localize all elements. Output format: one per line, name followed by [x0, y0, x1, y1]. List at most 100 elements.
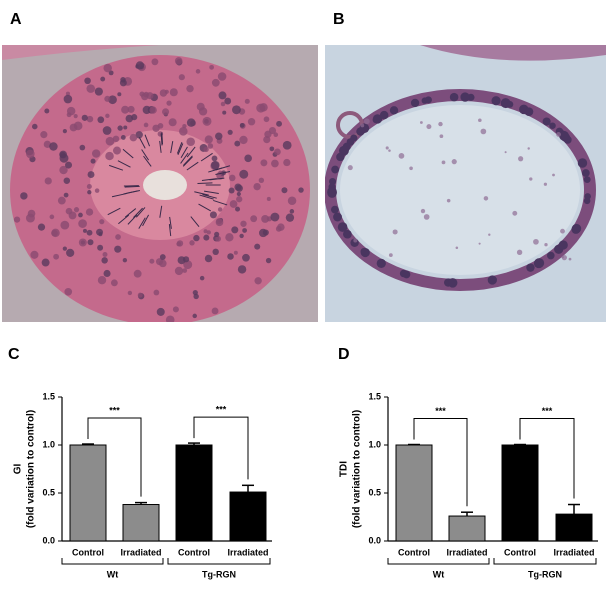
sperm-tail	[141, 149, 150, 161]
sperm-tail	[144, 134, 151, 147]
micrograph-a	[2, 45, 318, 322]
sperm-tail	[190, 216, 200, 227]
cell-nucleus	[110, 279, 118, 287]
sperm-tail	[127, 214, 138, 225]
cell-nucleus	[165, 315, 175, 322]
cell-nucleus	[424, 96, 432, 104]
cell-nucleus	[143, 122, 149, 128]
y-axis-label: (fold variation to control)	[352, 410, 363, 528]
cell-nucleus	[192, 313, 197, 319]
cell-nucleus	[174, 266, 184, 276]
cell-nucleus	[156, 307, 165, 316]
cell-nucleus	[534, 258, 545, 268]
sperm-tail	[170, 141, 174, 154]
cell-nucleus	[215, 235, 222, 242]
cell-nucleus	[331, 165, 340, 174]
sperm-tail	[159, 140, 162, 153]
sperm-tail	[143, 155, 152, 167]
y-tick-label: 0.5	[42, 487, 55, 497]
cell-nucleus	[260, 159, 268, 167]
bar	[555, 513, 593, 542]
debris	[420, 208, 426, 214]
cell-nucleus	[239, 233, 244, 239]
cell-nucleus	[44, 108, 50, 114]
cell-nucleus	[207, 143, 214, 149]
cell-nucleus	[336, 153, 344, 161]
cell-nucleus	[123, 125, 128, 130]
cell-nucleus	[526, 263, 535, 272]
cell-nucleus	[254, 243, 261, 250]
cell-nucleus	[81, 114, 88, 121]
cell-nucleus	[236, 191, 241, 197]
cell-nucleus	[546, 251, 555, 260]
cell-nucleus	[99, 219, 105, 225]
cell-nucleus	[239, 122, 245, 128]
cell-nucleus	[203, 234, 210, 241]
cell-nucleus	[250, 215, 258, 223]
cell-nucleus	[333, 212, 342, 222]
panel-label: C	[8, 346, 20, 363]
panel-label: A	[10, 11, 22, 28]
cell-nucleus	[203, 146, 209, 153]
cell-nucleus	[275, 225, 282, 232]
cell-nucleus	[94, 188, 100, 193]
cell-nucleus	[86, 183, 92, 190]
sperm-tail	[124, 208, 137, 218]
cell-nucleus	[264, 130, 272, 138]
cell-nucleus	[506, 101, 514, 108]
cell-nucleus	[152, 124, 160, 132]
group-label: Wt	[433, 569, 445, 579]
cell-nucleus	[220, 101, 226, 107]
sperm-tail	[160, 133, 163, 146]
significance-bracket	[519, 418, 575, 499]
cell-nucleus	[142, 105, 151, 115]
cell-nucleus	[66, 248, 75, 257]
cell-nucleus	[215, 132, 223, 140]
cell-nucleus	[447, 278, 458, 288]
cell-nucleus	[189, 240, 195, 246]
x-tick-label: Control	[398, 547, 430, 557]
cell-nucleus	[105, 151, 114, 161]
debris	[438, 121, 443, 127]
cell-nucleus	[209, 211, 217, 219]
sperm-tail	[122, 148, 134, 159]
debris	[529, 177, 533, 181]
debris	[451, 159, 457, 165]
cell-nucleus	[244, 154, 252, 163]
cell-nucleus	[97, 276, 107, 285]
cell-nucleus	[281, 187, 288, 194]
y-tick-label: 1.0	[368, 439, 381, 449]
sperm-tail	[182, 156, 193, 167]
cell-nucleus	[103, 269, 111, 277]
significance-bracket	[193, 416, 249, 480]
cell-nucleus	[376, 258, 386, 268]
cell-nucleus	[224, 97, 232, 105]
cell-nucleus	[285, 213, 295, 222]
cell-nucleus	[78, 212, 83, 218]
cell-nucleus	[112, 135, 120, 143]
sperm-tail	[209, 177, 225, 181]
cell-nucleus	[571, 225, 581, 234]
cell-nucleus	[115, 234, 121, 240]
cell-nucleus	[105, 113, 110, 119]
cell-nucleus	[86, 84, 96, 93]
cell-nucleus	[59, 165, 68, 175]
cell-nucleus	[218, 91, 227, 100]
cell-nucleus	[460, 92, 470, 102]
cell-nucleus	[121, 105, 130, 114]
cell-nucleus	[13, 216, 21, 223]
cell-nucleus	[73, 114, 78, 119]
cell-nucleus	[63, 94, 73, 104]
cell-nucleus	[162, 108, 170, 116]
debris	[398, 153, 405, 159]
significance-label: ***	[435, 406, 446, 416]
cell-nucleus	[159, 254, 166, 260]
cell-nucleus	[240, 220, 247, 227]
debris	[488, 233, 491, 236]
cell-nucleus	[491, 96, 501, 106]
cell-nucleus	[203, 229, 208, 234]
sperm-tail	[107, 207, 121, 216]
cell-nucleus	[244, 98, 250, 104]
cell-nucleus	[51, 228, 60, 238]
sperm-tail	[204, 190, 219, 194]
